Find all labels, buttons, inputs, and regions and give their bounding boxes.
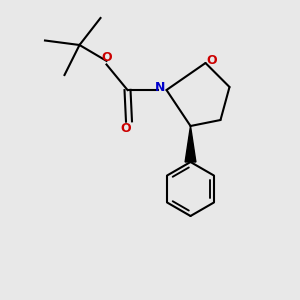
Polygon shape bbox=[185, 126, 196, 162]
Text: O: O bbox=[207, 53, 218, 67]
Text: N: N bbox=[155, 81, 165, 94]
Text: O: O bbox=[101, 51, 112, 64]
Text: O: O bbox=[121, 122, 131, 135]
